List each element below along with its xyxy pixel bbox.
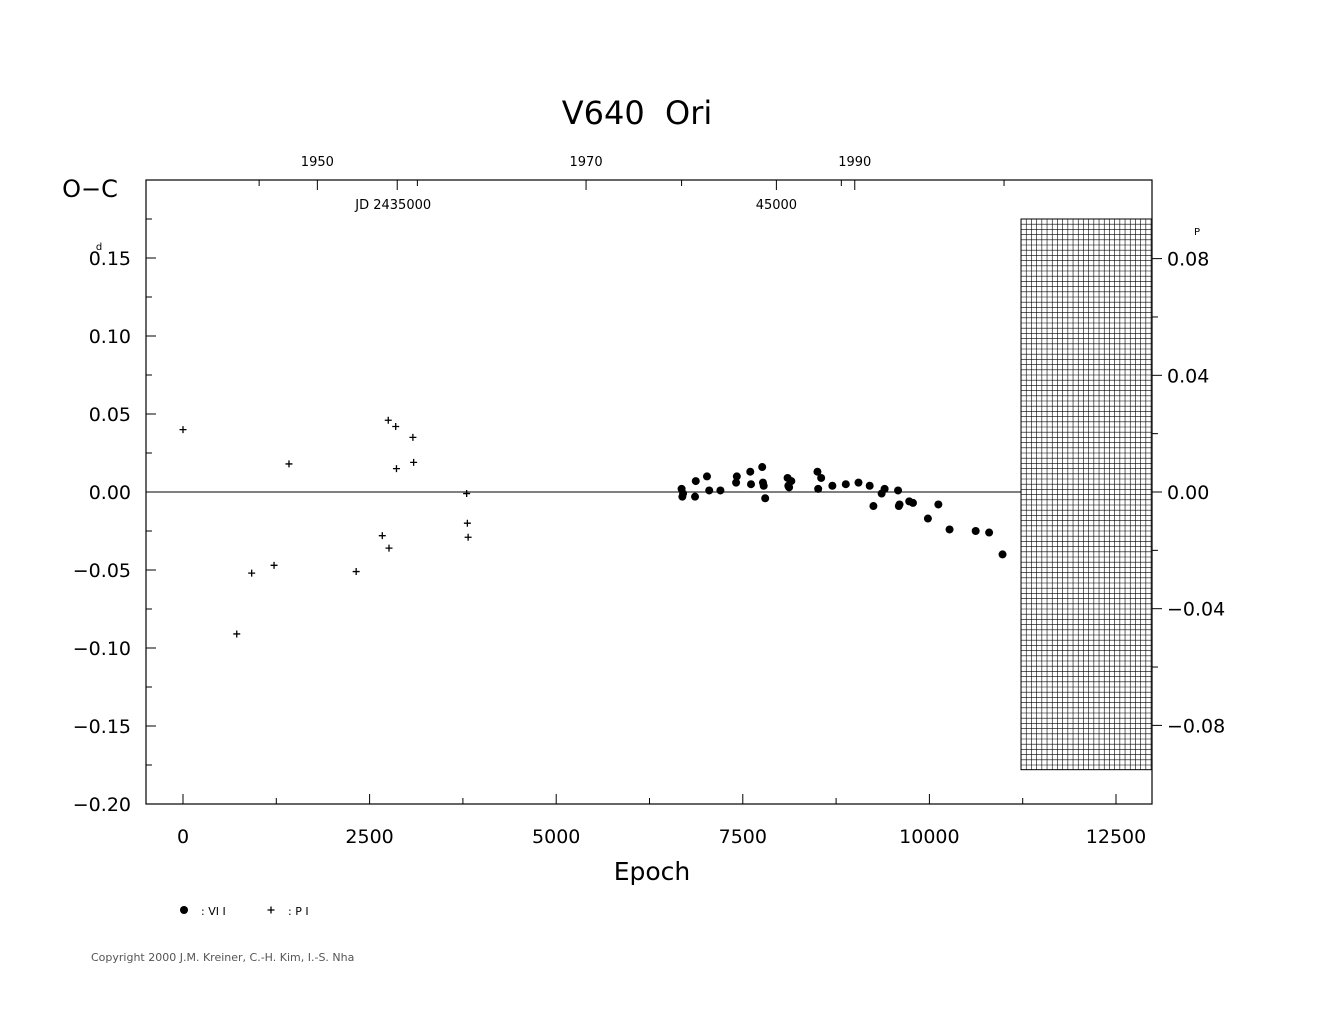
data-point-vi xyxy=(702,472,711,481)
data-point-vi xyxy=(691,477,700,486)
data-point-vi xyxy=(880,484,889,493)
data-point-plus xyxy=(392,422,400,430)
data-point-vi xyxy=(758,463,767,472)
data-point-vi xyxy=(747,480,756,489)
data-point-vi xyxy=(869,502,878,511)
top-year-label: 1990 xyxy=(838,155,871,170)
data-point-vi xyxy=(934,500,943,509)
legend-label: : P I xyxy=(288,905,309,918)
data-point-vi xyxy=(923,514,932,523)
data-point-vi xyxy=(865,481,874,490)
data-point-vi xyxy=(817,473,826,482)
right-tick-label: −0.04 xyxy=(1167,599,1225,621)
y-tick-label: 0.15 xyxy=(89,248,131,270)
right-tick-label: 0.04 xyxy=(1167,365,1209,387)
data-point-vi xyxy=(761,494,770,503)
data-point-plus xyxy=(248,569,256,577)
data-point-vi xyxy=(985,528,994,537)
data-point-plus xyxy=(267,906,275,914)
data-point-plus xyxy=(392,465,400,473)
data-point-plus xyxy=(378,532,386,540)
x-tick-label: 5000 xyxy=(532,826,580,848)
data-point-vi xyxy=(894,486,903,495)
copyright-footer: Copyright 2000 J.M. Kreiner, C.-H. Kim, … xyxy=(91,951,354,964)
data-point-plus xyxy=(384,416,392,424)
right-tick-label: 0.08 xyxy=(1167,249,1209,271)
data-point-vi xyxy=(854,478,863,487)
legend-marker-dot xyxy=(180,906,188,914)
right-axis-unit-label: P xyxy=(1194,227,1200,238)
data-point-vi xyxy=(785,483,794,492)
data-point-vi xyxy=(716,486,725,495)
x-axis-label: Epoch xyxy=(614,857,691,886)
x-tick-label: 7500 xyxy=(719,826,767,848)
data-point-vi xyxy=(759,481,768,490)
y-tick-label: −0.20 xyxy=(73,794,131,816)
right-tick-label: −0.08 xyxy=(1167,715,1225,737)
axis-ticks xyxy=(146,180,1162,805)
data-point-plus xyxy=(352,568,360,576)
top-year-label: 1970 xyxy=(570,155,603,170)
data-point-plus xyxy=(463,490,471,498)
legend: : VI I : P I xyxy=(180,905,309,918)
data-point-vi xyxy=(998,550,1007,559)
data-point-plus xyxy=(463,519,471,527)
data-point-vi xyxy=(828,481,837,490)
x-tick-label: 2500 xyxy=(345,826,393,848)
data-point-vi xyxy=(732,478,741,487)
data-point-plus xyxy=(409,433,417,441)
y-tick-label: 0.10 xyxy=(89,326,131,348)
data-point-vi xyxy=(945,525,954,534)
x-tick-label: 12500 xyxy=(1086,826,1146,848)
jd-label: 45000 xyxy=(756,198,797,213)
data-point-plus xyxy=(179,426,187,434)
data-point-plus xyxy=(285,460,293,468)
data-point-vi xyxy=(895,500,904,509)
data-point-plus xyxy=(385,544,393,552)
axis-tick-labels: 0 2500 5000 7500 10000 12500 −0.20 −0.15 −0.10 −0… xyxy=(73,155,1225,848)
y-tick-label: 0.05 xyxy=(89,404,131,426)
data-point-vi xyxy=(732,472,741,481)
y-axis-label: O−C xyxy=(62,175,118,203)
y-tick-label: −0.10 xyxy=(73,638,131,660)
y-tick-label: −0.15 xyxy=(73,716,131,738)
data-point-vi xyxy=(746,467,755,476)
legend-label: : VI I xyxy=(201,905,226,918)
data-point-vi xyxy=(679,489,688,498)
y-axis-unit-label: d xyxy=(96,242,102,253)
data-point-plus xyxy=(233,630,241,638)
y-tick-label: 0.00 xyxy=(89,482,131,504)
data-point-plus xyxy=(464,533,472,541)
chart-title: V640 Ori xyxy=(562,94,713,132)
data-point-plus xyxy=(410,458,418,466)
right-tick-label: 0.00 xyxy=(1167,482,1209,504)
data-point-vi xyxy=(813,467,822,476)
top-year-label: 1950 xyxy=(301,155,334,170)
data-point-vi xyxy=(691,492,700,501)
jd-label: JD 2435000 xyxy=(354,198,431,213)
plot-axes xyxy=(145,179,1153,805)
x-tick-label: 0 xyxy=(177,826,189,848)
y-tick-label: −0.05 xyxy=(73,560,131,582)
data-point-vi xyxy=(787,477,796,486)
data-points xyxy=(179,416,1007,638)
data-point-vi xyxy=(814,484,823,493)
data-point-vi xyxy=(971,527,980,535)
data-point-vi xyxy=(908,498,917,507)
data-point-vi xyxy=(841,480,850,489)
data-point-vi xyxy=(705,486,714,495)
shaded-region xyxy=(1020,218,1153,771)
data-point-plus xyxy=(270,561,278,569)
x-tick-label: 10000 xyxy=(899,826,959,848)
